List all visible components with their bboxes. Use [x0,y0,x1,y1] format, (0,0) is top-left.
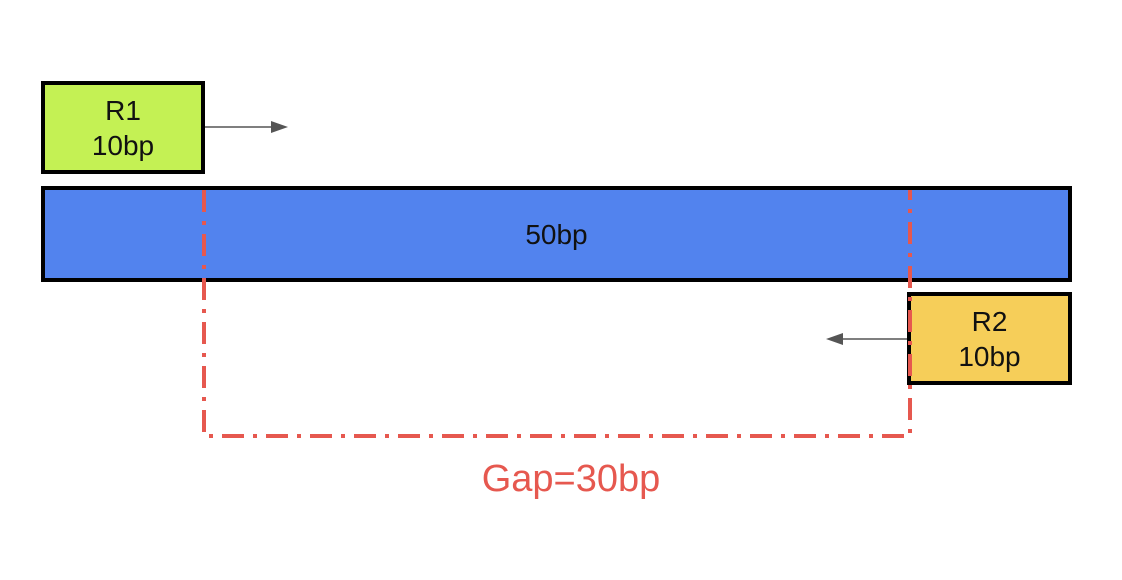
read1-name: R1 [105,94,141,126]
read2-length: 10bp [958,340,1021,372]
read2-name: R2 [971,305,1008,337]
read1-length: 10bp [91,129,155,161]
fragment-length: 50bp [525,218,588,250]
read1-arrowhead-icon [271,121,288,133]
gap-label: Gap=30bp [481,458,661,500]
read2-arrowhead-icon [826,333,843,345]
read2-box: R2 10bp [907,292,1072,385]
read1-box: R1 10bp [41,81,205,174]
fragment-bar: 50bp [41,186,1072,282]
